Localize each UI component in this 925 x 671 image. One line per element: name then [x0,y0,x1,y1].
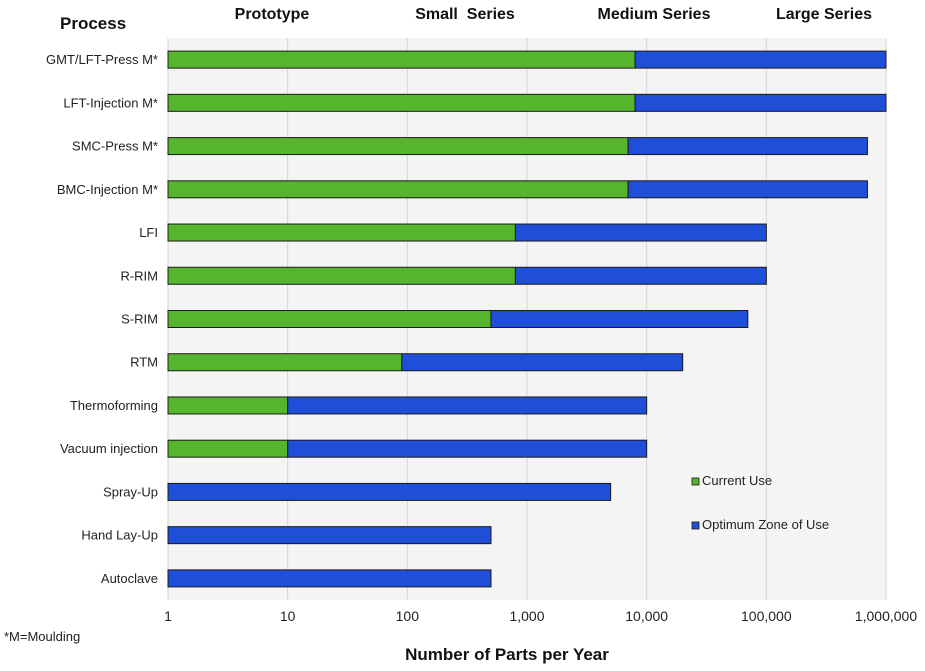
bar-optimum-zone-of-use [514,223,767,242]
x-tick-label: 100 [396,608,420,624]
category-labels: GMT/LFT-Press M* LFT-Injection M* SMC-Pres… [46,52,158,586]
bar-current-use [167,223,516,242]
category-label: Autoclave [101,571,158,586]
bar-optimum-zone-of-use [287,396,648,415]
x-tick-label: 1 [164,608,172,624]
x-tick-label: 10,000 [625,608,668,624]
x-tick-labels: 1 10 100 1,000 10,000 100,000 1,000,000 [164,608,917,624]
bar-current-use [167,93,636,112]
x-tick-label: 1,000 [509,608,544,624]
category-header: Process [60,14,126,33]
bar-current-use [167,310,492,328]
bar-optimum-zone-of-use [401,353,684,372]
category-label: SMC-Press M* [72,139,158,154]
bar-optimum-zone-of-use [167,482,612,501]
bar-optimum-zone-of-use [167,569,492,588]
category-label: S-RIM [121,312,158,327]
phase-label: Large Series [776,6,872,23]
x-axis-label: Number of Parts per Year [405,645,609,664]
bar-optimum-zone-of-use [627,137,868,156]
legend-label: Optimum Zone of Use [702,517,829,532]
category-label: Thermoforming [70,398,158,413]
bar-current-use [167,137,629,156]
category-label: LFI [139,225,158,240]
bar-current-use [167,396,289,415]
legend: Current Use Optimum Zone of Use [691,473,829,532]
bars [167,50,887,588]
category-label: BMC-Injection M* [57,182,158,197]
category-label: RTM [130,355,158,370]
bar-optimum-zone-of-use [627,180,868,199]
bar-optimum-zone-of-use [490,310,749,328]
legend-swatch [691,521,700,530]
phase-label: Prototype [235,6,310,23]
bar-optimum-zone-of-use [634,50,887,69]
phase-labels: Prototype Small Series Medium Series Large … [235,6,872,23]
bar-optimum-zone-of-use [634,93,887,112]
bar-current-use [167,50,636,69]
bar-optimum-zone-of-use [287,439,648,458]
bar-current-use [167,439,289,458]
category-label: Spray-Up [103,484,158,499]
phase-label: Small Series [415,6,515,23]
bar-optimum-zone-of-use [514,266,767,285]
bar-optimum-zone-of-use [167,526,492,545]
footnote: *M=Moulding [4,629,80,644]
bar-current-use [167,353,403,372]
x-tick-label: 10 [280,608,296,624]
category-label: GMT/LFT-Press M* [46,52,158,67]
legend-swatch [691,477,700,486]
category-label: Vacuum injection [60,441,158,456]
x-tick-label: 1,000,000 [855,608,917,624]
category-label: LFT-Injection M* [63,95,158,110]
x-tick-label: 100,000 [741,608,792,624]
category-label: Hand Lay-Up [81,528,158,543]
bar-current-use [167,266,516,285]
legend-label: Current Use [702,473,772,488]
category-label: R-RIM [120,268,158,283]
bar-current-use [167,180,629,199]
phase-label: Medium Series [598,6,711,23]
